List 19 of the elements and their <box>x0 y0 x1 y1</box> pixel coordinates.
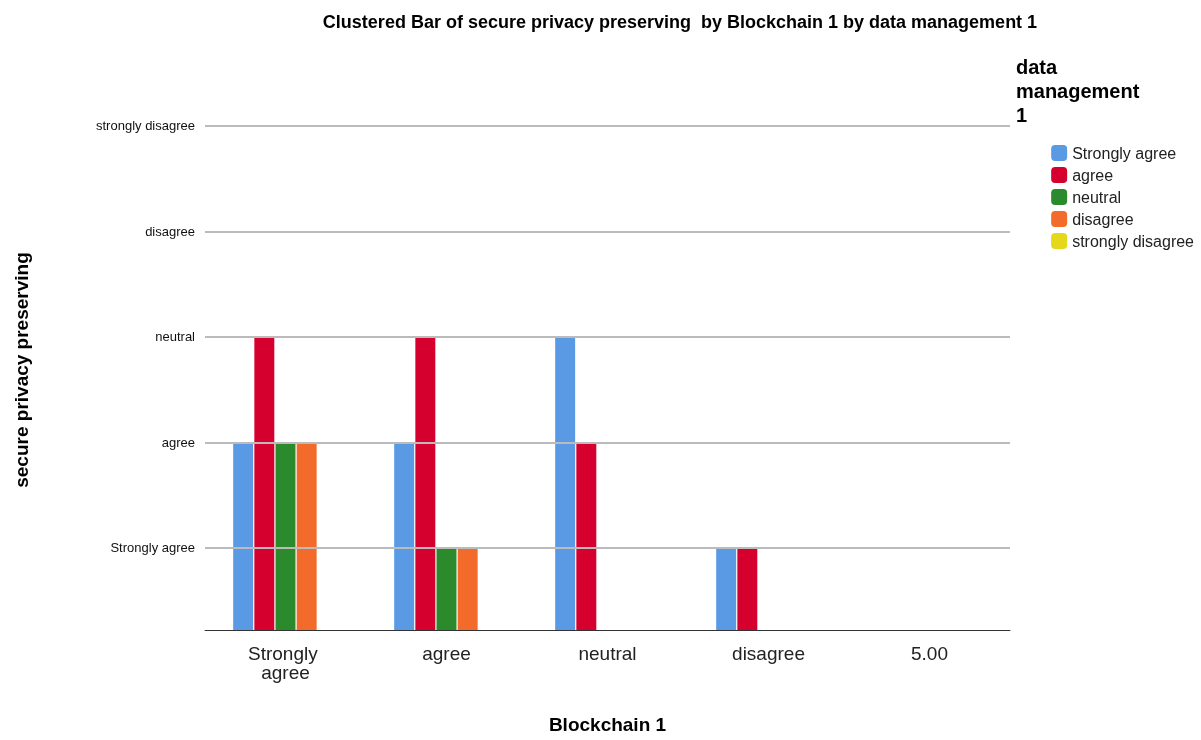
x-tick-label: agree <box>422 643 471 664</box>
x-tick-label: Strongly agree <box>248 643 323 683</box>
ref-line-label: Strongly agree <box>110 540 195 556</box>
x-tick-label: disagree <box>732 643 805 664</box>
ref-line-label: agree <box>161 434 195 450</box>
x-tick-label: neutral <box>578 643 637 664</box>
text: secure privacy preserving <box>11 252 32 488</box>
chart-title: Clustered Bar of secure privacy preserving by Blockchain 1 by data management 1 <box>322 12 1038 32</box>
legend-label: disagree <box>1072 210 1134 228</box>
legend-label: strongly disagree <box>1072 232 1195 250</box>
legend-label: neutral <box>1072 188 1122 206</box>
ref-line-label: disagree <box>145 223 195 239</box>
x-axis-title: Blockchain 1 <box>548 714 667 735</box>
x-tick-label: 5.00 <box>911 643 948 664</box>
ref-line-label: neutral <box>155 329 196 345</box>
legend-title: data management 1 <box>1016 56 1145 126</box>
legend-label: agree <box>1072 166 1114 184</box>
legend-label: Strongly agree <box>1072 144 1177 162</box>
ref-line-label: strongly disagree <box>96 118 195 134</box>
